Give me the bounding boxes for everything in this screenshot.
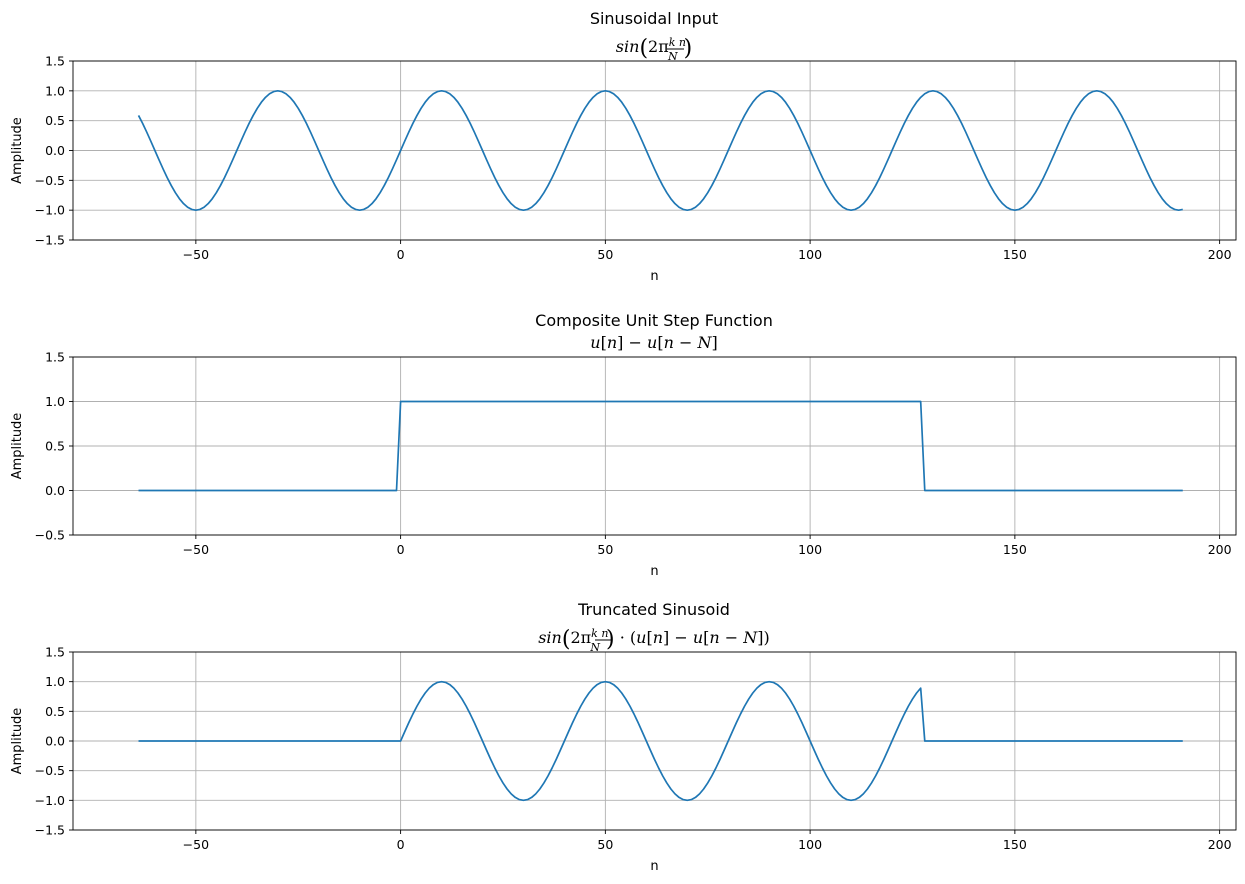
y-tick-label: −1.0 <box>35 203 65 218</box>
y-tick-label: 1.5 <box>45 54 65 69</box>
y-tick-label: 1.5 <box>45 350 65 365</box>
y-axis-label: Amplitude <box>10 413 25 480</box>
y-tick-label: −0.5 <box>35 763 65 778</box>
y-tick-label: −1.5 <box>35 823 65 838</box>
y-axis-label: Amplitude <box>10 117 25 184</box>
x-tick-label: −50 <box>183 247 209 262</box>
y-tick-label: −0.5 <box>35 173 65 188</box>
x-axis-label: n <box>650 564 658 579</box>
x-tick-label: 200 <box>1208 247 1232 262</box>
x-tick-label: 150 <box>1003 542 1027 557</box>
panel-title: Truncated Sinusoid <box>577 600 730 619</box>
y-tick-label: 0.0 <box>45 734 65 749</box>
panel-title: Composite Unit Step Function <box>535 311 773 330</box>
x-tick-label: 150 <box>1003 247 1027 262</box>
y-tick-label: 1.0 <box>45 674 65 689</box>
data-series-line <box>138 680 1183 802</box>
y-tick-label: 1.5 <box>45 645 65 660</box>
x-tick-label: 0 <box>397 837 405 852</box>
y-tick-label: 0.5 <box>45 704 65 719</box>
x-tick-label: 100 <box>798 837 822 852</box>
panel-title: Sinusoidal Input <box>590 9 718 28</box>
x-tick-label: 100 <box>798 247 822 262</box>
x-tick-label: −50 <box>183 837 209 852</box>
panel-formula: sin(2πk n N) · (u[n] − u[n − N]) <box>538 627 770 654</box>
x-tick-label: 50 <box>597 542 613 557</box>
x-tick-label: 200 <box>1208 837 1232 852</box>
x-tick-label: 50 <box>597 837 613 852</box>
x-tick-label: 100 <box>798 542 822 557</box>
y-tick-label: −0.5 <box>35 528 65 543</box>
panel-formula: u[n] − u[n − N] <box>590 333 717 352</box>
y-tick-label: 0.0 <box>45 143 65 158</box>
panel-formula: sin(2πk n N) <box>616 36 692 63</box>
y-tick-label: 0.5 <box>45 113 65 128</box>
data-series-line <box>138 400 1183 492</box>
y-tick-label: −1.0 <box>35 793 65 808</box>
y-axis-label: Amplitude <box>10 708 25 775</box>
y-tick-label: 1.0 <box>45 83 65 98</box>
x-tick-label: 0 <box>397 542 405 557</box>
y-tick-label: 0.5 <box>45 439 65 454</box>
x-tick-label: 50 <box>597 247 613 262</box>
y-tick-label: −1.5 <box>35 233 65 248</box>
x-tick-label: −50 <box>183 542 209 557</box>
x-tick-label: 0 <box>397 247 405 262</box>
y-tick-label: 1.0 <box>45 394 65 409</box>
x-axis-label: n <box>650 269 658 284</box>
x-tick-label: 200 <box>1208 542 1232 557</box>
truncated-sinusoid-panel: Truncated Sinusoid sin(2πk n N) · (u[n] −… <box>10 600 1237 874</box>
data-series-line <box>137 89 1183 212</box>
y-tick-label: 0.0 <box>45 483 65 498</box>
x-axis-label: n <box>650 859 658 874</box>
composite-unit-step-panel: Composite Unit Step Function u[n] − u[n … <box>10 311 1237 579</box>
sinusoidal-input-panel: Sinusoidal Input sin(2πk n N) −50 0 50 100 15… <box>10 9 1237 284</box>
x-tick-label: 150 <box>1003 837 1027 852</box>
